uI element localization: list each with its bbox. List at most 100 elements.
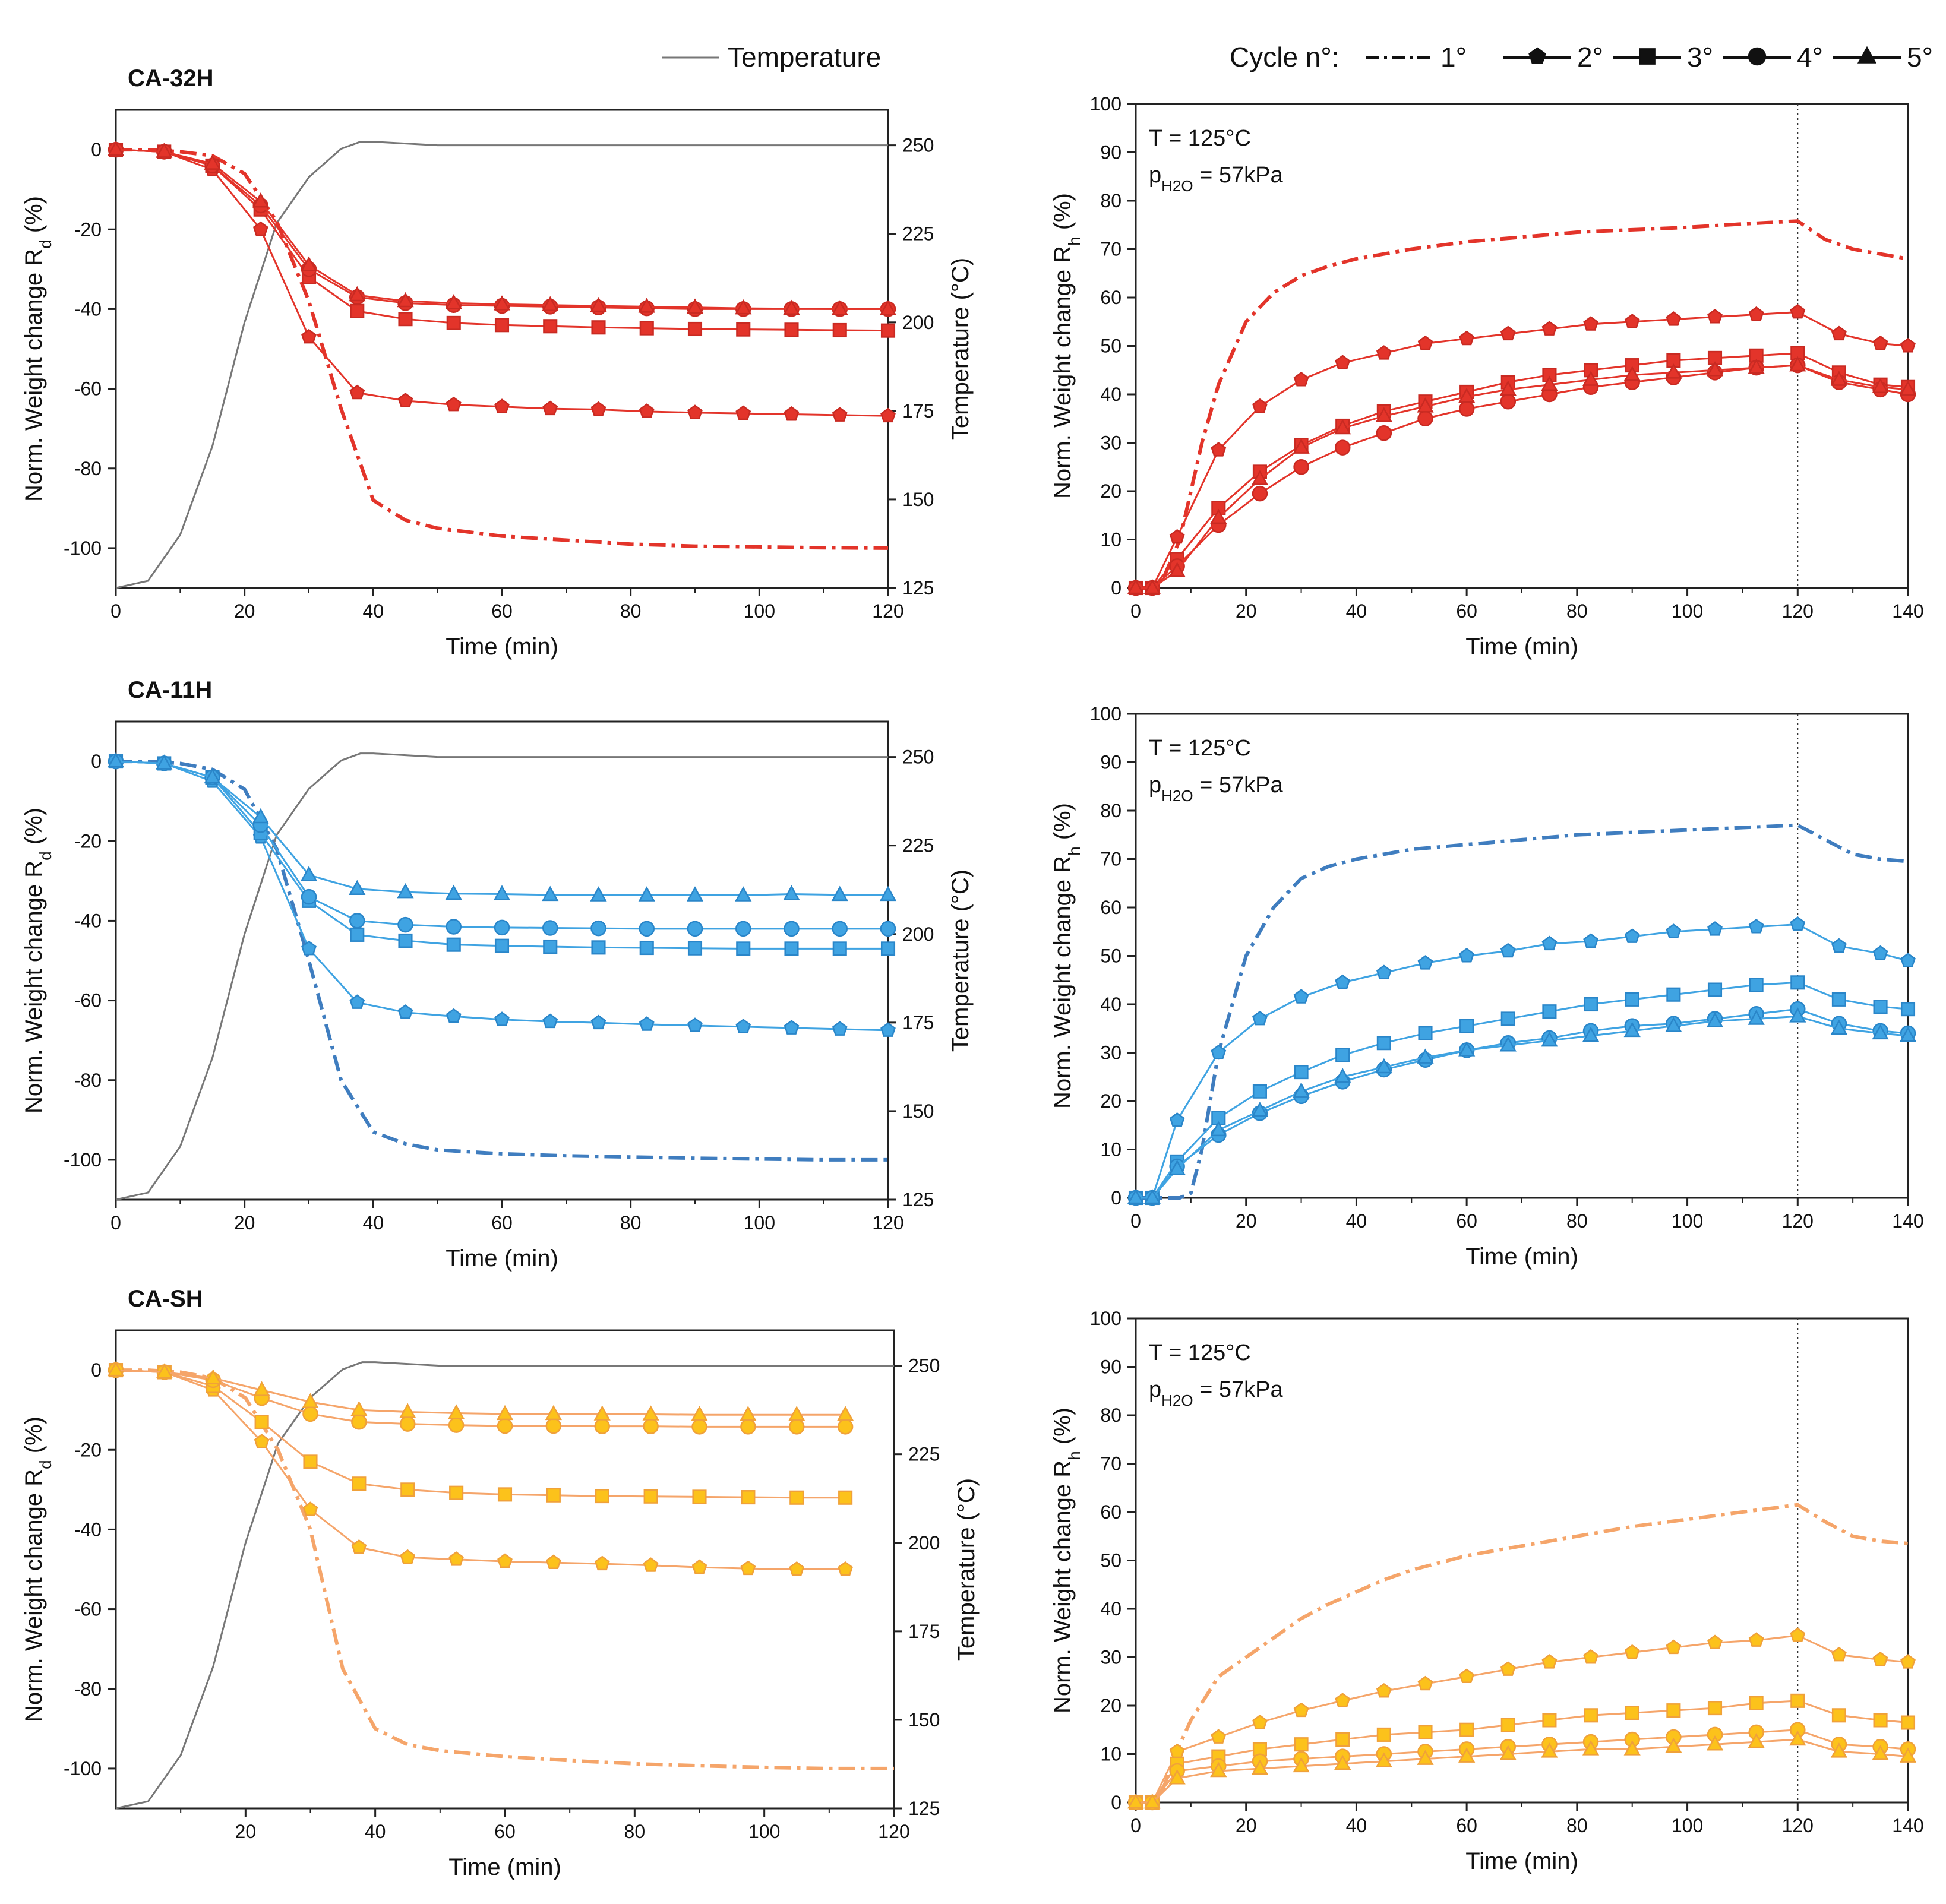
x-tick-label: 80 <box>1566 1210 1588 1232</box>
series-marker <box>543 319 558 334</box>
y-axis-label: Norm. Weight change Rd (%) <box>21 1416 55 1722</box>
series-marker <box>494 938 510 953</box>
x-tick-label: 140 <box>1892 1210 1923 1232</box>
series-marker <box>1707 1634 1723 1650</box>
panel-title: CA-11H <box>128 677 212 703</box>
series-marker <box>788 1406 805 1421</box>
y-axis-label-sub: d <box>36 851 55 861</box>
series-marker <box>1293 459 1309 475</box>
y-axis-label-main: Norm. Weight change R <box>1050 246 1076 499</box>
series-marker <box>1293 989 1309 1004</box>
series-marker <box>156 143 173 158</box>
series-marker <box>1748 1632 1764 1647</box>
series-marker <box>1458 401 1475 417</box>
x-tick-label: 140 <box>1892 600 1923 622</box>
series-marker <box>449 1485 464 1500</box>
series-marker <box>880 941 896 956</box>
series-marker <box>1458 1747 1476 1763</box>
series-marker <box>351 1414 367 1430</box>
x-tick-label: 40 <box>1346 1210 1367 1232</box>
series-marker <box>1458 387 1476 403</box>
y2-tick-label: 150 <box>902 489 934 510</box>
series-marker <box>107 140 125 156</box>
series-marker <box>543 939 558 954</box>
y-tick-label: -60 <box>74 1599 102 1620</box>
series-marker <box>1541 1742 1558 1758</box>
series-marker <box>789 1561 805 1576</box>
series-marker <box>1900 1715 1916 1730</box>
series-marker <box>1872 378 1889 394</box>
series-marker <box>832 407 848 422</box>
series-marker <box>1458 1041 1476 1057</box>
series-marker <box>789 1419 805 1435</box>
y2-tick-label: 150 <box>908 1709 940 1731</box>
temperature-line <box>115 752 888 1201</box>
series-line <box>1136 1700 1909 1804</box>
series-marker <box>300 866 318 881</box>
x-tick-label: 20 <box>234 600 255 622</box>
series-marker <box>400 1482 415 1497</box>
series-marker <box>838 1561 854 1576</box>
series-marker <box>542 296 559 311</box>
series-marker <box>1251 1102 1269 1117</box>
series-marker <box>1251 470 1269 485</box>
series-marker <box>1749 978 1764 992</box>
y-tick-label: -60 <box>74 990 102 1011</box>
series-marker <box>1417 1048 1434 1064</box>
series-marker <box>1623 366 1641 381</box>
series-marker <box>740 1406 757 1421</box>
y-tick-label: -80 <box>74 1070 102 1091</box>
series-marker <box>590 401 606 416</box>
series-marker <box>1624 1644 1640 1659</box>
series-marker <box>837 1406 854 1421</box>
series-marker <box>445 884 462 900</box>
series-marker <box>349 286 366 302</box>
series-marker <box>397 292 414 308</box>
y-tick-label: -60 <box>74 378 102 400</box>
series-marker <box>1666 923 1682 938</box>
series-marker <box>735 1019 751 1033</box>
y2-tick-label: 200 <box>902 923 934 945</box>
series-marker <box>1418 1725 1433 1739</box>
y-tick-label: 50 <box>1100 1550 1122 1571</box>
series-marker <box>1790 1693 1805 1708</box>
x-tick-label: 0 <box>110 1212 121 1234</box>
series-marker <box>350 1400 368 1416</box>
pressure-subscript: H2O <box>1161 787 1193 805</box>
series-marker <box>1666 987 1681 1002</box>
series-5 <box>1127 1730 1917 1809</box>
panel-title: CA-32H <box>128 65 213 91</box>
y-tick-label: 0 <box>1111 1187 1122 1209</box>
series-marker <box>545 1418 562 1434</box>
y-tick-label: 20 <box>1100 1695 1122 1716</box>
y2-tick-label: 150 <box>902 1100 934 1122</box>
y-tick-label: 0 <box>91 139 102 160</box>
x-tick-label: 0 <box>110 600 121 622</box>
series-marker <box>838 1490 853 1505</box>
series-marker <box>1583 933 1598 948</box>
series-5 <box>107 140 897 315</box>
cycle-legend-label: 5° <box>1907 42 1933 72</box>
y-tick-label: -40 <box>74 298 102 320</box>
series-marker <box>784 921 800 937</box>
y-axis-label-unit: (%) <box>1050 1408 1076 1451</box>
cycle-legend-marker <box>1528 47 1546 64</box>
y-tick-label: 0 <box>1111 1792 1122 1813</box>
series-marker <box>1899 380 1917 396</box>
series-marker <box>1872 1652 1888 1666</box>
series-marker <box>1169 1112 1185 1127</box>
series-marker <box>1831 1646 1847 1662</box>
series-marker <box>1542 1713 1557 1728</box>
cycle-legend-item-3: 3° <box>1613 42 1713 72</box>
x-tick-label: 40 <box>363 1212 384 1234</box>
y2-tick-label: 175 <box>902 400 934 422</box>
series-marker <box>1252 1714 1268 1729</box>
series-marker <box>1252 485 1268 502</box>
series-marker <box>1459 1668 1475 1684</box>
y-tick-label: 60 <box>1100 897 1122 918</box>
y2-tick-label: 200 <box>908 1532 940 1554</box>
series-line <box>116 1368 894 1770</box>
series-marker <box>1790 975 1805 990</box>
